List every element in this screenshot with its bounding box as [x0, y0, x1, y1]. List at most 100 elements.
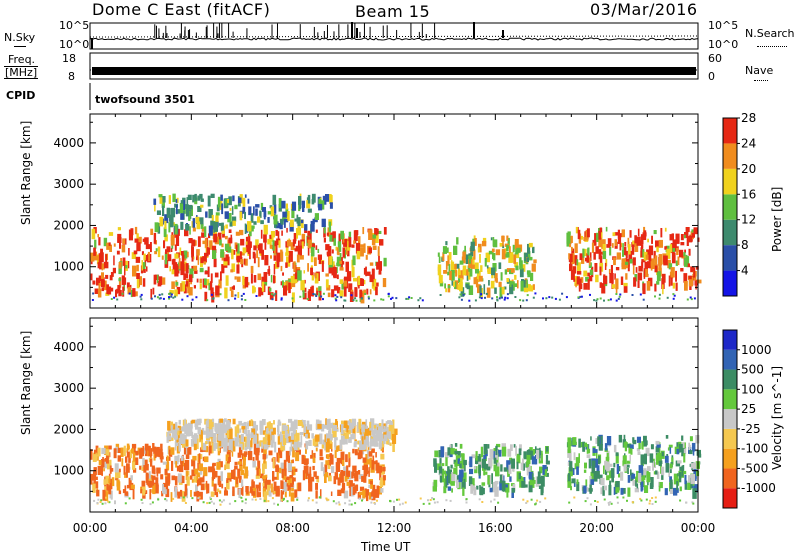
echo-cell	[303, 270, 305, 274]
echo-cell	[132, 265, 137, 277]
echo-cell	[450, 481, 455, 486]
echo-cell	[328, 254, 330, 265]
echo-cell	[366, 449, 370, 460]
echo-cell	[183, 250, 188, 259]
echo-cell	[585, 479, 588, 487]
echo-cell	[139, 448, 143, 459]
echo-cell	[306, 432, 310, 439]
echo-cell	[162, 205, 165, 216]
echo-cell	[227, 199, 229, 204]
colorbar-tick-label: 20	[741, 162, 756, 176]
echo-cell	[161, 255, 164, 260]
echo-cell	[184, 229, 189, 237]
echo-cell	[537, 476, 542, 484]
echo-cell	[125, 491, 129, 496]
near-range-cell	[690, 298, 693, 301]
echo-cell	[502, 244, 505, 249]
echo-cell	[691, 232, 695, 238]
echo-cell	[191, 479, 194, 483]
echo-cell	[378, 430, 381, 439]
near-range-cell	[172, 497, 175, 500]
echo-cell	[688, 442, 690, 451]
echo-cell	[581, 255, 585, 264]
echo-cell	[611, 284, 615, 289]
echo-cell	[216, 488, 220, 492]
echo-cell	[450, 270, 455, 281]
echo-cell	[100, 465, 103, 473]
freq-label: Freq.	[8, 53, 36, 66]
echo-cell	[220, 471, 223, 482]
near-range-cell	[296, 496, 299, 499]
echo-cell	[161, 201, 165, 208]
echo-cell	[250, 440, 253, 448]
echo-cell	[460, 453, 465, 457]
echo-cell	[266, 422, 271, 432]
echo-cell	[531, 263, 536, 272]
colorbar-tick-label: 500	[741, 363, 764, 377]
echo-cell	[197, 479, 199, 487]
echo-cell	[504, 484, 508, 488]
echo-cell	[336, 274, 339, 280]
echo-cell	[344, 470, 348, 482]
near-range-cell	[474, 299, 477, 302]
near-range-cell	[270, 293, 273, 296]
echo-cell	[205, 441, 208, 445]
near-range-cell	[114, 500, 116, 503]
echo-cell	[141, 465, 145, 471]
echo-cell	[470, 478, 475, 486]
echo-cell	[514, 262, 519, 268]
echo-cell	[225, 275, 229, 286]
echo-cell	[259, 210, 262, 218]
echo-cell	[244, 276, 249, 288]
echo-cell	[378, 465, 383, 473]
y-tick-label: 4000	[53, 136, 84, 150]
near-range-cell	[354, 297, 357, 300]
echo-cell	[241, 426, 246, 430]
echo-cell	[647, 238, 649, 243]
echo-cell	[643, 435, 647, 447]
echo-cell	[477, 247, 480, 253]
near-range-cell	[596, 500, 599, 503]
nsky-strip-frame	[89, 22, 699, 50]
echo-cell	[108, 473, 111, 481]
echo-cell	[185, 423, 189, 432]
echo-cell	[623, 442, 628, 448]
echo-cell	[595, 246, 599, 254]
near-range-cell	[496, 298, 499, 301]
echo-cell	[340, 261, 345, 265]
echo-cell	[318, 291, 322, 301]
echo-cell	[669, 463, 673, 469]
echo-cell	[191, 245, 193, 255]
echo-cell	[247, 451, 253, 461]
freq-tick-top: 18	[62, 52, 76, 65]
near-range-cell	[358, 497, 361, 500]
echo-cell	[675, 282, 678, 291]
echo-cell	[371, 448, 375, 453]
echo-cell	[232, 486, 235, 497]
echo-cell	[168, 428, 173, 434]
echo-cell	[390, 430, 393, 441]
echo-cell	[693, 267, 696, 278]
echo-cell	[286, 476, 290, 480]
echo-cell	[330, 491, 333, 496]
near-range-cell	[586, 497, 589, 500]
echo-cell	[483, 463, 489, 470]
near-range-cell	[439, 294, 442, 296]
near-range-cell	[107, 500, 110, 503]
echo-cell	[204, 270, 209, 275]
echo-cell	[587, 448, 591, 454]
echo-cell	[494, 273, 498, 282]
echo-cell	[196, 221, 201, 230]
echo-cell	[281, 230, 283, 236]
echo-cell	[337, 477, 341, 486]
echo-cell	[187, 194, 192, 200]
echo-cell	[177, 473, 182, 483]
echo-cell	[303, 465, 307, 475]
echo-cell	[447, 255, 450, 266]
echo-cell	[681, 442, 685, 448]
echo-cell	[196, 490, 200, 502]
echo-cell	[688, 248, 691, 256]
echo-cell	[499, 481, 504, 491]
echo-cell	[611, 473, 614, 483]
echo-cell	[220, 194, 223, 201]
